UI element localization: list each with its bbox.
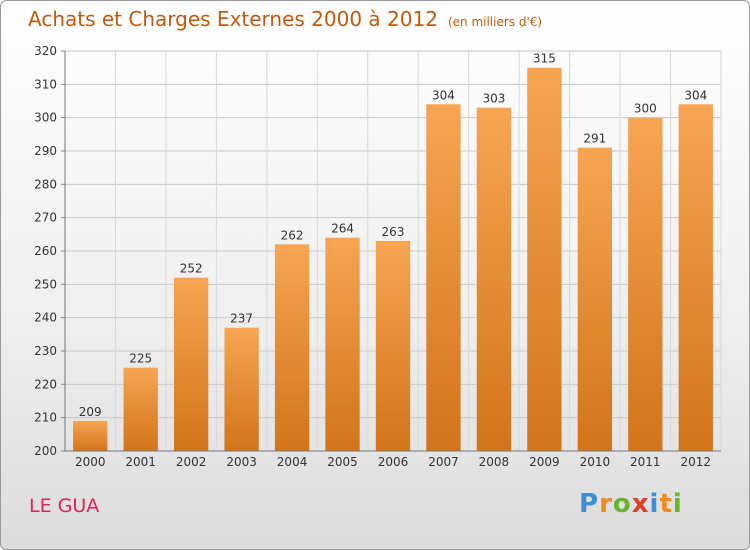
data-label: 291 (583, 132, 606, 146)
chart-subtitle: (en milliers d'€) (447, 15, 543, 29)
bar-2005 (325, 237, 360, 451)
y-tick-label: 210 (34, 411, 57, 425)
x-tick-label: 2008 (479, 455, 510, 469)
data-label: 262 (281, 228, 304, 242)
y-tick-label: 270 (34, 211, 57, 225)
bar-2007 (426, 104, 461, 451)
x-tick-label: 2003 (226, 455, 257, 469)
y-tick-label: 310 (34, 77, 57, 91)
y-tick-label: 290 (34, 144, 57, 158)
bar-2010 (577, 147, 613, 451)
x-tick-label: 2000 (75, 455, 106, 469)
logo-letter: P (579, 489, 600, 519)
x-tick-label: 2006 (378, 455, 409, 469)
y-tick-label: 260 (34, 244, 57, 258)
data-label: 303 (482, 92, 505, 106)
x-tick-label: 2012 (680, 455, 711, 469)
bar-2008 (476, 107, 512, 452)
y-tick-label: 230 (34, 344, 57, 358)
y-tick-label: 220 (34, 377, 57, 391)
x-tick-label: 2011 (630, 455, 661, 469)
x-tick-label: 2007 (428, 455, 459, 469)
y-tick-label: 200 (34, 444, 57, 458)
chart-title-block: Achats et Charges Externes 2000 à 2012 (e… (28, 7, 542, 31)
y-tick-label: 280 (34, 177, 57, 191)
proxiti-logo: Proxiti (579, 489, 683, 519)
data-label: 315 (533, 52, 556, 66)
bar-2003 (224, 327, 259, 451)
bar-2012 (678, 104, 713, 451)
logo-letter: i (672, 489, 683, 519)
data-label: 263 (382, 225, 405, 239)
bar-2006 (375, 241, 411, 451)
data-label: 300 (634, 102, 657, 116)
logo-letter: i (649, 489, 660, 519)
x-tick-label: 2010 (580, 455, 611, 469)
y-tick-label: 250 (34, 277, 57, 291)
bar-2011 (628, 117, 663, 452)
data-label: 264 (331, 222, 354, 236)
data-label: 304 (684, 88, 707, 102)
x-tick-label: 2009 (529, 455, 560, 469)
x-tick-label: 2004 (277, 455, 308, 469)
data-label: 225 (129, 352, 152, 366)
axes: 200 210 220 230 240 250 260 270 280 290 300 310 320 2… (34, 44, 721, 469)
data-label: 304 (432, 88, 455, 102)
logo-letter: o (612, 489, 632, 519)
y-tick-label: 320 (34, 44, 57, 58)
data-label: 252 (180, 262, 203, 276)
bars: 209 225 252 237 262 264 263 304 303 315 291 300 304 (73, 52, 713, 452)
place-name: LE GUA (29, 495, 100, 517)
data-label: 209 (79, 405, 102, 419)
logo-letter: t (659, 489, 673, 519)
bar-2001 (123, 367, 158, 451)
y-tick-label: 240 (34, 311, 57, 325)
logo-letter: r (599, 489, 613, 519)
x-tick-label: 2002 (176, 455, 207, 469)
y-tick-label: 300 (34, 111, 57, 125)
data-label: 237 (230, 312, 253, 326)
x-tick-label: 2001 (125, 455, 156, 469)
bar-2004 (274, 244, 310, 451)
chart-title: Achats et Charges Externes 2000 à 2012 (28, 7, 438, 31)
bar-2002 (173, 277, 209, 451)
logo-letter: x (631, 489, 650, 519)
bar-2000 (73, 421, 108, 451)
bar-2009 (527, 67, 562, 452)
x-tick-label: 2005 (327, 455, 358, 469)
